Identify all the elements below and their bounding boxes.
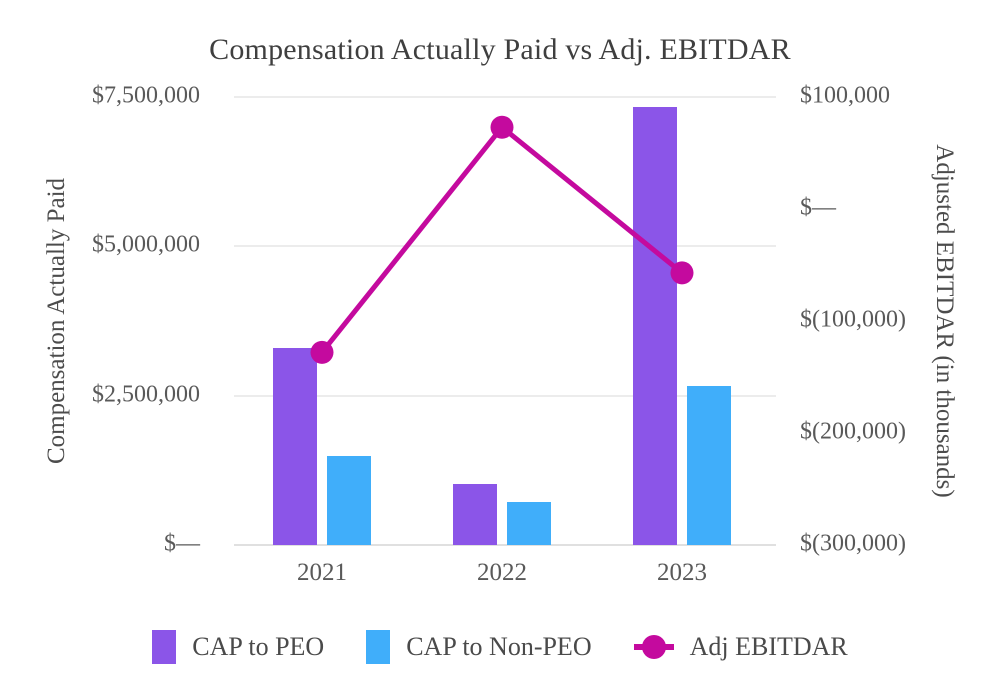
left-axis-title: Compensation Actually Paid bbox=[43, 177, 70, 465]
bar-cap-to-non-peo-2023 bbox=[687, 386, 731, 545]
legend-item-adj-ebitdar: Adj EBITDAR bbox=[633, 632, 848, 662]
x-axis-label-2023: 2023 bbox=[657, 559, 707, 586]
x-axis-label-2021: 2021 bbox=[297, 559, 347, 586]
legend-swatch-cap-to-non-peo bbox=[366, 630, 391, 664]
bar-cap-to-non-peo-2022 bbox=[507, 501, 551, 545]
bar-cap-to-non-peo-2021 bbox=[327, 455, 371, 545]
right-tick-label--100000: $(100,000) bbox=[800, 306, 906, 333]
gridline-2500000 bbox=[234, 394, 776, 397]
gridline-5000000 bbox=[234, 245, 776, 248]
right-tick-label--200000: $(200,000) bbox=[800, 418, 906, 445]
legend-item-cap-to-non-peo: CAP to Non-PEO bbox=[366, 630, 592, 664]
legend-label-cap-to-peo: CAP to PEO bbox=[192, 632, 325, 661]
legend-line-marker-adj-ebitdar bbox=[633, 634, 674, 660]
chart-legend: CAP to PEO CAP to Non-PEO Adj EBITDAR bbox=[0, 622, 1000, 672]
gridline-7500000 bbox=[234, 96, 776, 98]
left-tick-label-0: $— bbox=[164, 530, 200, 557]
left-tick-label-2500000: $2,500,000 bbox=[92, 381, 200, 408]
bar-cap-to-peo-2022 bbox=[453, 484, 497, 545]
left-tick-label-7500000: $7,500,000 bbox=[92, 82, 200, 109]
right-tick-label-100000: $100,000 bbox=[800, 82, 890, 109]
right-tick-label-0: $— bbox=[800, 194, 836, 221]
right-tick-label--300000: $(300,000) bbox=[800, 530, 906, 557]
right-axis-title: Adjusted EBITDAR (in thousands) bbox=[931, 144, 958, 498]
legend-label-adj-ebitdar: Adj EBITDAR bbox=[689, 632, 848, 661]
legend-item-cap-to-peo: CAP to PEO bbox=[152, 630, 324, 664]
legend-swatch-cap-to-peo bbox=[152, 630, 177, 664]
gridline-0 bbox=[234, 544, 776, 546]
chart-title: Compensation Actually Paid vs Adj. EBITD… bbox=[209, 33, 791, 66]
left-tick-label-5000000: $5,000,000 bbox=[92, 231, 200, 258]
legend-label-cap-to-non-peo: CAP to Non-PEO bbox=[406, 632, 592, 661]
x-axis-label-2022: 2022 bbox=[477, 559, 527, 586]
plot-area bbox=[234, 96, 776, 546]
bar-cap-to-peo-2023 bbox=[633, 107, 677, 545]
legend-marker-dot bbox=[641, 635, 666, 659]
bar-cap-to-peo-2021 bbox=[273, 347, 317, 545]
